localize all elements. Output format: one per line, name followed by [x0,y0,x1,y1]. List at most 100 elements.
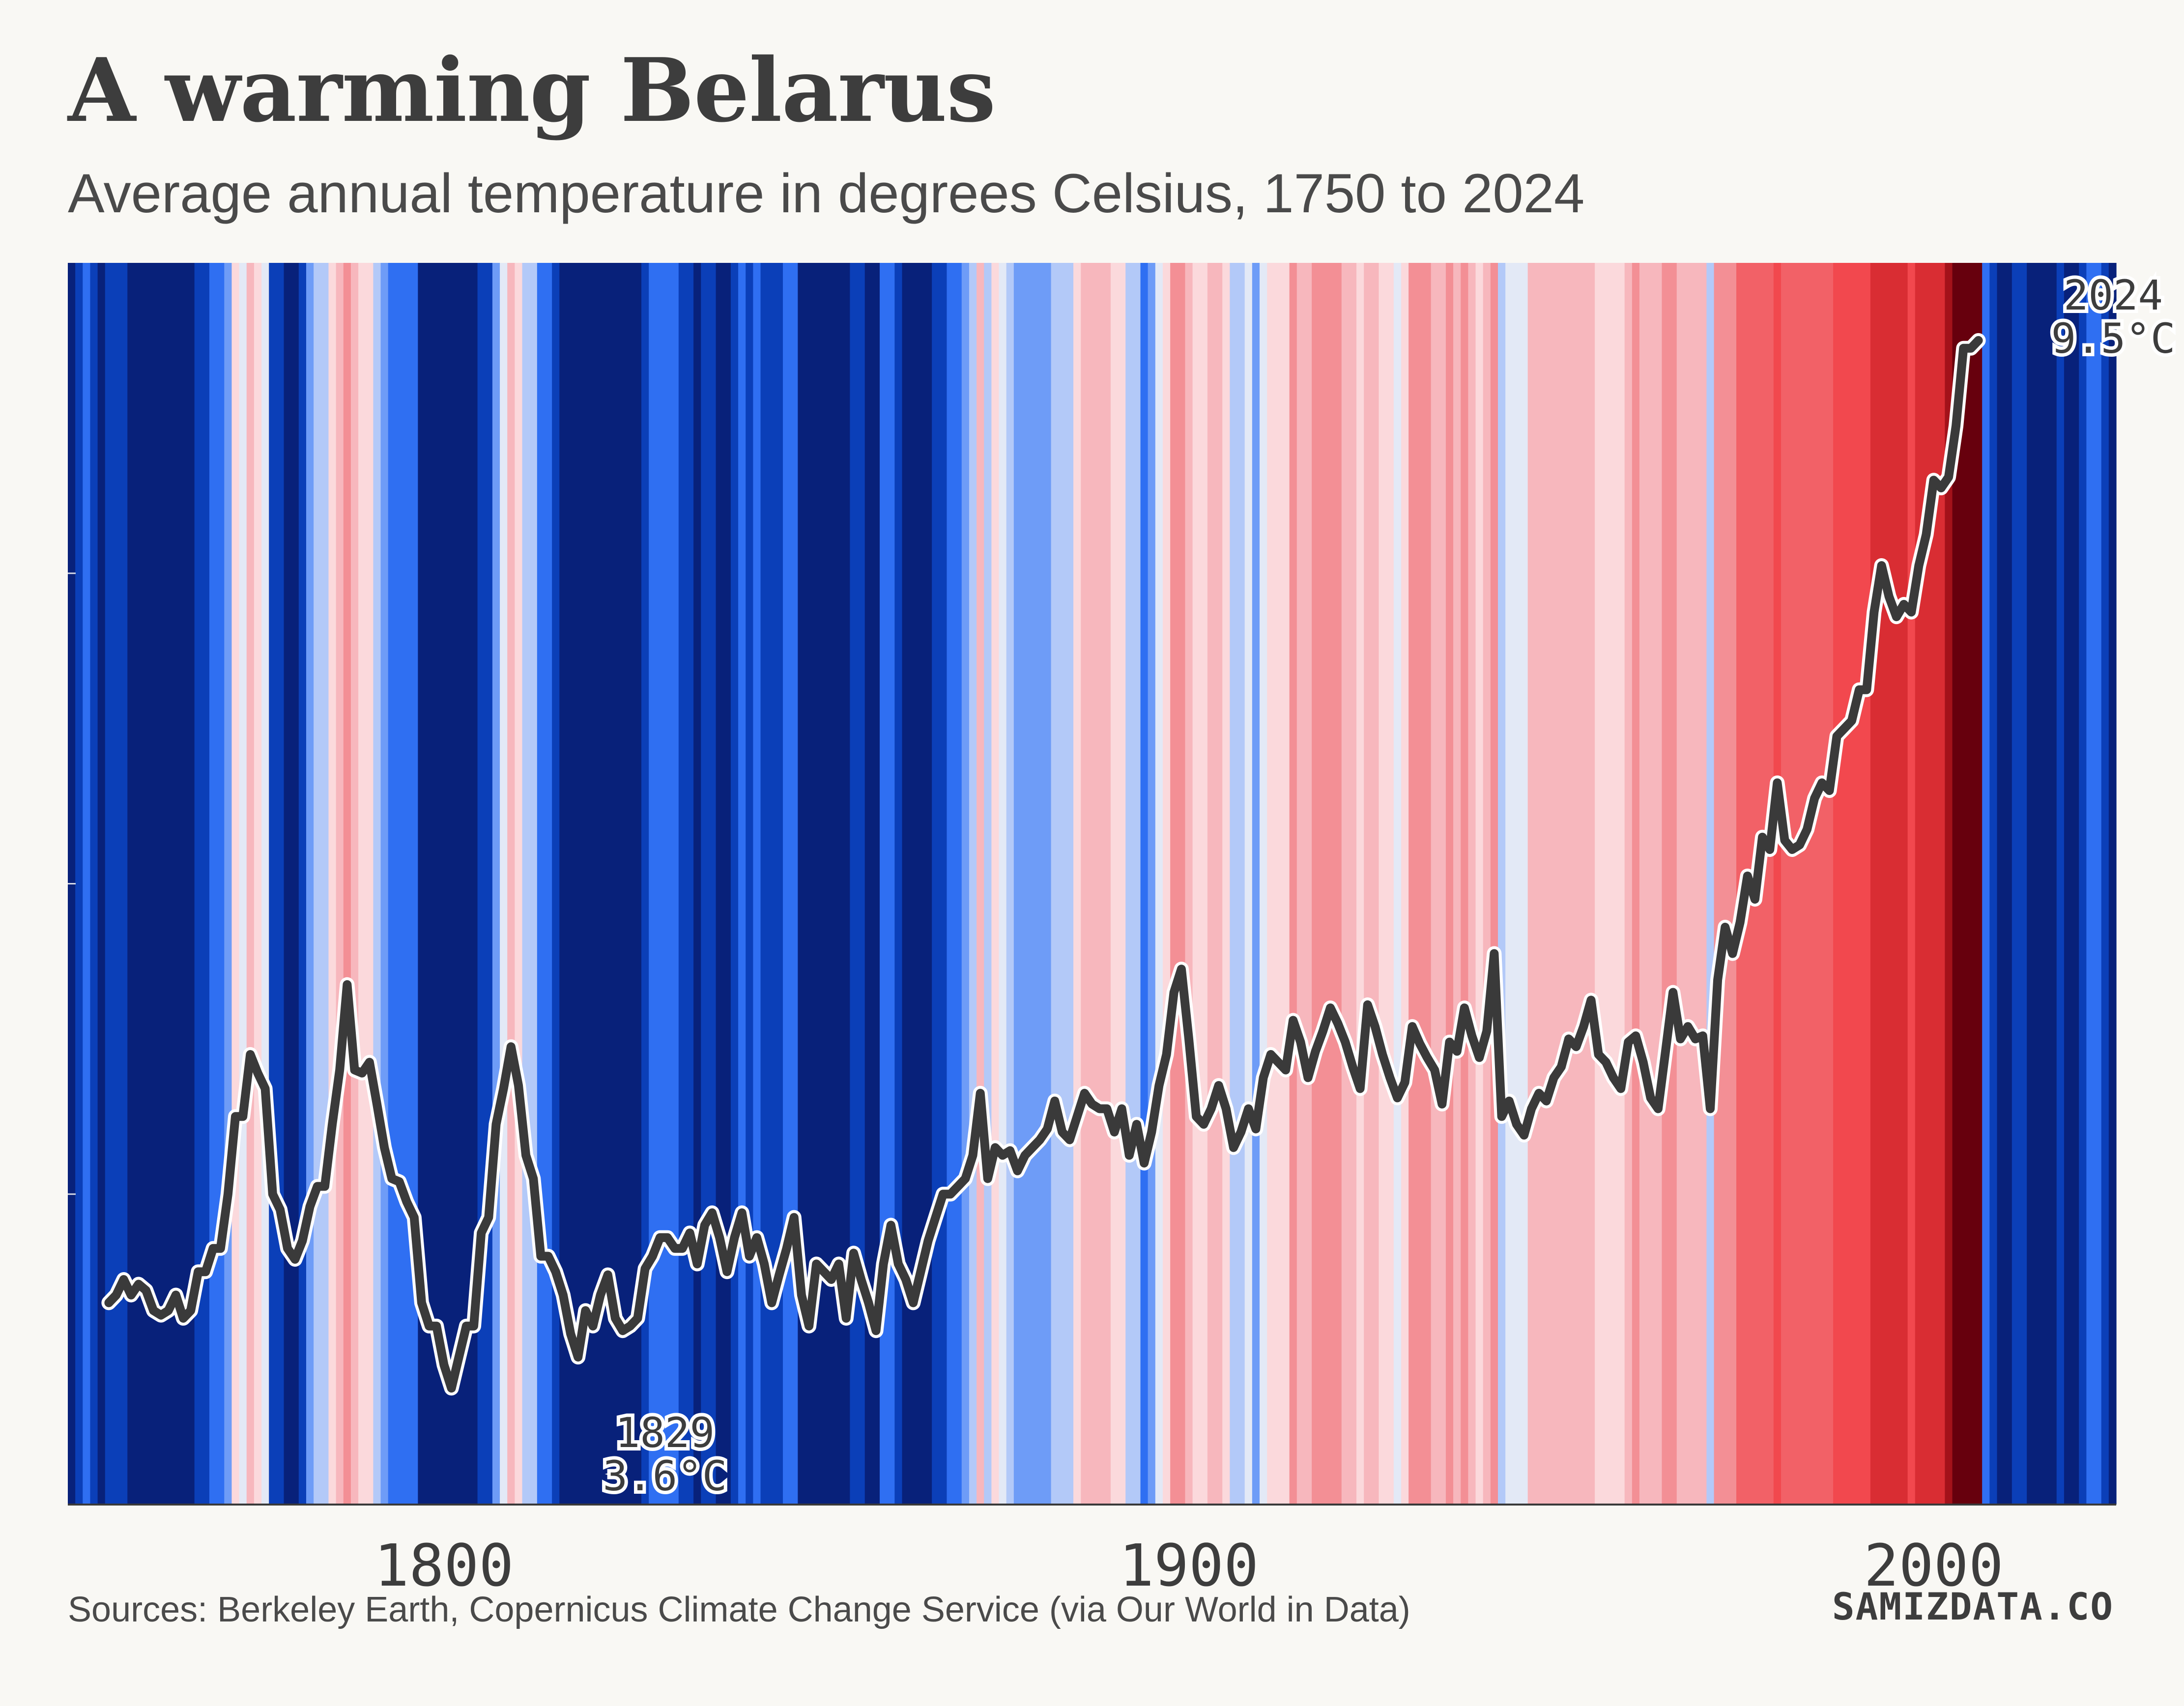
year-stripe [574,263,582,1505]
year-stripe [314,263,321,1505]
year-stripe [991,263,1000,1505]
year-stripe [343,263,351,1505]
chart-title: A warming Belarus [68,39,996,142]
year-stripe [1178,263,1186,1505]
year-stripe [246,263,255,1505]
year-stripe [894,263,903,1505]
year-stripe [604,263,612,1505]
year-stripe [1580,263,1588,1505]
year-stripe [738,263,746,1505]
year-stripe [1408,263,1416,1505]
year-stripe [1848,263,1856,1505]
year-stripe [1334,263,1342,1505]
x-tick-label: 1800 [374,1532,514,1599]
year-stripe [455,263,463,1505]
year-stripe [1312,263,1320,1505]
annotation-value: 3.6°C [603,1452,727,1500]
year-stripe [1527,263,1536,1505]
year-stripe [485,263,493,1505]
year-stripe [1855,263,1864,1505]
year-stripe [1885,263,1893,1505]
year-stripe [1684,263,1692,1505]
year-stripe [1840,263,1848,1505]
year-stripe [1088,263,1096,1505]
year-stripe [224,263,232,1505]
year-stripe [1773,263,1782,1505]
year-stripe [1572,263,1581,1505]
year-stripe [1423,263,1432,1505]
year-stripe [1475,263,1484,1505]
year-stripe [1810,263,1819,1505]
year-stripe [1997,263,2005,1505]
year-stripe [1401,263,1409,1505]
year-stripe [999,263,1007,1505]
year-stripe [403,263,411,1505]
year-stripe [1185,263,1193,1505]
year-stripe [1230,263,1238,1505]
year-stripe [753,263,761,1505]
year-stripe [1453,263,1461,1505]
year-stripe [1557,263,1566,1505]
year-stripe [1133,263,1141,1505]
year-stripe [835,263,843,1505]
year-stripe [1692,263,1699,1505]
year-stripe [75,263,83,1505]
annotation-year: 1829 [615,1409,715,1457]
year-stripe [1461,263,1468,1505]
year-stripe [2004,263,2012,1505]
year-stripe [842,263,851,1505]
year-stripe [1930,263,1938,1505]
x-tick-label: 2000 [1864,1532,2004,1599]
year-stripe [1818,263,1826,1505]
year-stripe [760,263,769,1505]
year-stripe [1647,263,1655,1505]
year-stripe [1609,263,1618,1505]
year-stripe [581,263,590,1505]
year-stripe [231,263,240,1505]
year-stripe [552,263,560,1505]
year-stripe [507,263,515,1505]
year-stripe [1922,263,1930,1505]
year-stripe [1468,263,1476,1505]
year-stripe [924,263,932,1505]
series-group [101,333,1986,1396]
year-stripe [1118,263,1126,1505]
year-stripe [641,263,649,1505]
year-stripe [1825,263,1834,1505]
year-stripe [1170,263,1178,1505]
year-stripe [418,263,426,1505]
year-stripe [388,263,396,1505]
year-stripe [336,263,344,1505]
x-tick-label: 1900 [1119,1532,1259,1599]
year-stripe [2079,263,2087,1505]
year-stripe [1036,263,1044,1505]
year-stripe [157,263,165,1505]
year-stripe [939,263,948,1505]
year-stripe [447,263,456,1505]
year-stripe [1587,263,1595,1505]
year-stripe [961,263,970,1505]
year-stripe [567,263,575,1505]
year-stripe [1393,263,1402,1505]
year-stripe [373,263,381,1505]
year-stripe [112,263,120,1505]
year-stripe [165,263,172,1505]
year-stripe [649,263,657,1505]
year-stripe [790,263,798,1505]
year-stripe [984,263,992,1505]
year-stripe [1863,263,1871,1505]
year-stripe [1900,263,1908,1505]
year-stripe [1639,263,1647,1505]
year-stripe [201,263,210,1505]
year-stripe [1878,263,1886,1505]
brand-logo: SAMIZDATA.CO [1832,1585,2114,1628]
year-stripe [1781,263,1789,1505]
year-stripe [395,263,403,1505]
year-stripe [1252,263,1260,1505]
year-stripe [1006,263,1014,1505]
year-stripe [1356,263,1364,1505]
year-stripe [2034,263,2042,1505]
year-stripe [462,263,471,1505]
year-stripe [768,263,776,1505]
year-stripe [1326,263,1335,1505]
